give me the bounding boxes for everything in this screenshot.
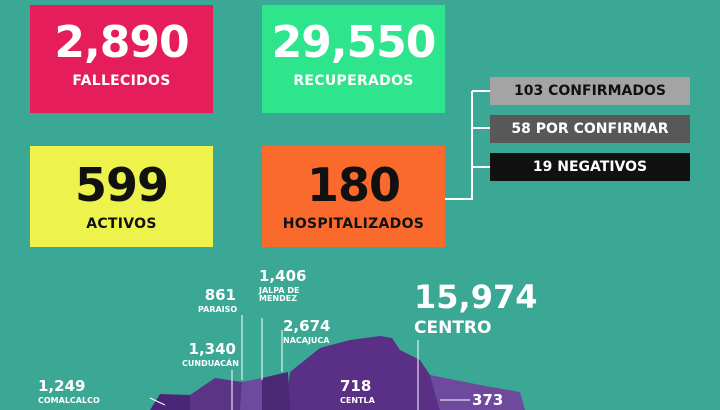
extra-value: 373	[472, 391, 504, 409]
hosp-confirmados: 103 CONFIRMADOS	[490, 77, 690, 105]
card-activos: 599 ACTIVOS	[30, 146, 213, 247]
comalcalco-value: 1,249	[38, 377, 86, 395]
label-nacajuca: 2,674 NACAJUCA	[283, 318, 330, 345]
centla-name: CENTLA	[340, 395, 375, 405]
label-jalpa: 1,406 JALPA DE MENDEZ	[259, 268, 306, 304]
bracket-connector	[445, 127, 490, 200]
hospitalizados-value: 180	[306, 158, 401, 212]
label-centla: 718 CENTLA	[340, 378, 375, 405]
centro-name: CENTRO	[414, 318, 492, 339]
hospitalizados-label: HOSPITALIZADOS	[282, 216, 425, 232]
activos-label: ACTIVOS	[86, 216, 157, 232]
hosp-por-confirmar: 58 POR CONFIRMAR	[490, 115, 690, 143]
jalpa-value: 1,406	[259, 267, 307, 285]
map-region-nacajuca	[262, 372, 290, 410]
nacajuca-name: NACAJUCA	[283, 335, 330, 345]
recuperados-value: 29,550	[271, 17, 437, 68]
card-recuperados: 29,550 RECUPERADOS	[262, 5, 445, 113]
label-cunduacan: 1,340 CUNDUACÁN	[182, 340, 239, 368]
label-centro: 15,974 CENTRO	[414, 278, 538, 339]
paraiso-name: PARAISO	[198, 304, 238, 314]
jalpa-name-2: MENDEZ	[259, 294, 298, 304]
map-region-centro	[430, 375, 525, 410]
hosp-negativos: 19 NEGATIVOS	[490, 153, 690, 181]
map-region-comalcalco	[150, 394, 190, 410]
label-comalcalco: 1,249 COMALCALCO	[38, 378, 100, 405]
map-region-jalpa	[240, 378, 262, 410]
fallecidos-value: 2,890	[54, 17, 189, 68]
card-hospitalizados: 180 HOSPITALIZADOS	[262, 146, 445, 247]
centro-value: 15,974	[414, 278, 538, 316]
label-373: 373	[472, 392, 503, 409]
leader-comalcalco	[149, 397, 166, 406]
map-region-centla	[285, 336, 440, 410]
card-fallecidos: 2,890 FALLECIDOS	[30, 5, 213, 113]
recuperados-label: RECUPERADOS	[293, 73, 414, 89]
label-paraiso: 861 PARAISO	[198, 286, 238, 314]
paraiso-value: 861	[204, 286, 236, 304]
fallecidos-label: FALLECIDOS	[72, 73, 171, 89]
cunduacan-value: 1,340	[188, 340, 236, 358]
cunduacan-name: CUNDUACÁN	[182, 358, 239, 368]
centla-value: 718	[340, 377, 372, 395]
activos-value: 599	[74, 158, 169, 212]
comalcalco-name: COMALCALCO	[38, 395, 100, 405]
map-region-paraiso	[190, 378, 242, 410]
nacajuca-value: 2,674	[283, 317, 331, 335]
jalpa-name-1: JALPA DE	[259, 285, 300, 295]
